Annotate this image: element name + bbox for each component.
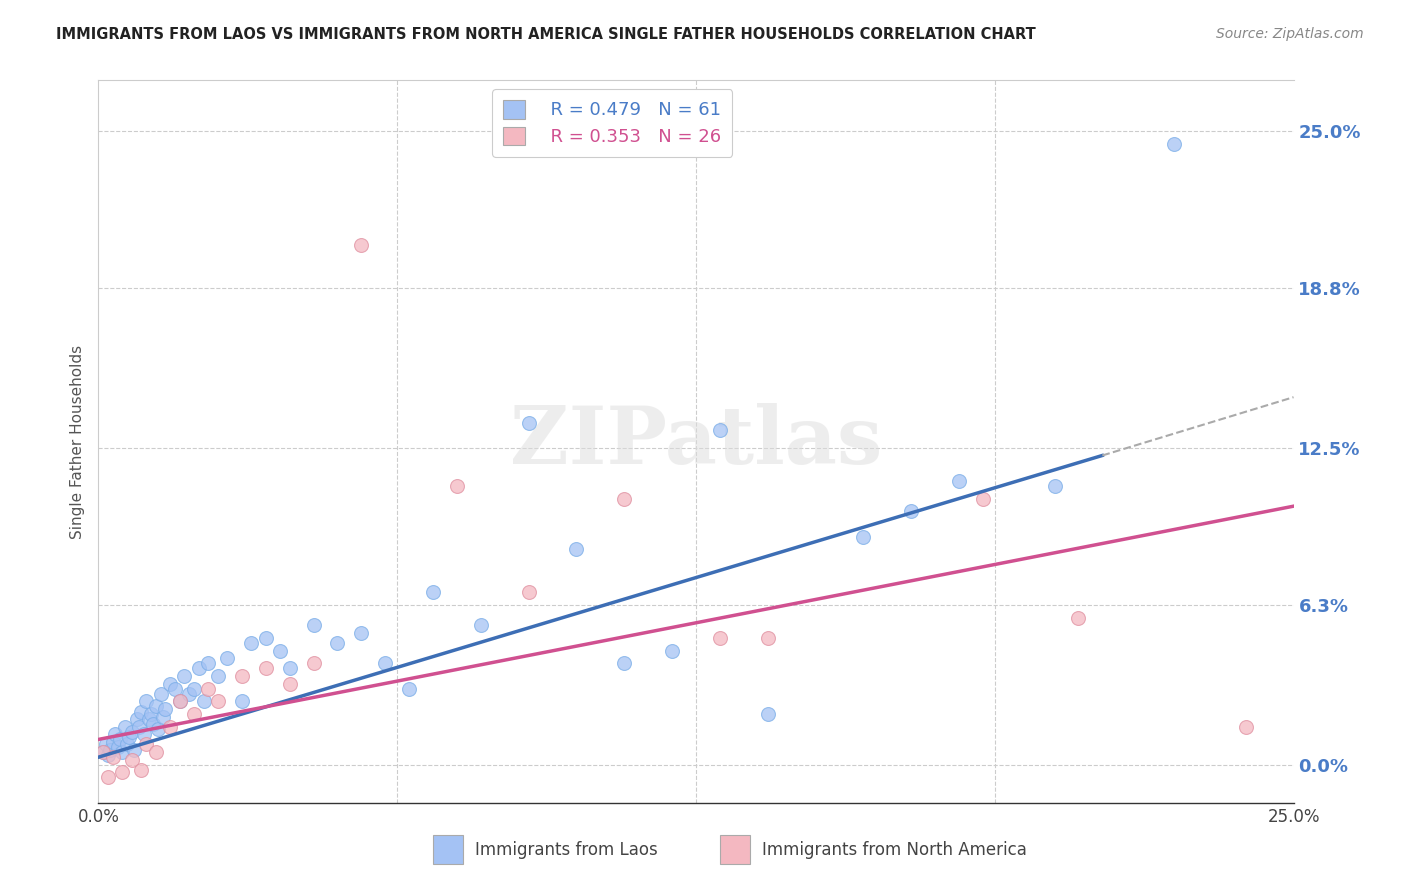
Point [231,694,253,708]
Point [115,738,138,752]
Point [852,530,875,544]
Point [709,423,731,437]
Point [94,738,117,752]
Point [207,669,229,683]
Point [131,705,153,719]
Point [197,681,219,696]
Point [131,763,153,777]
Point [613,491,636,506]
Point [948,474,970,488]
Point [128,720,150,734]
Point [149,687,172,701]
Point [101,735,124,749]
Point [398,681,420,696]
Point [159,676,181,690]
Point [187,661,209,675]
Point [124,742,146,756]
Point [97,771,120,785]
Point [517,416,540,430]
Point [159,720,181,734]
Legend:   R = 0.479   N = 61,   R = 0.353   N = 26: R = 0.479 N = 61, R = 0.353 N = 26 [492,89,733,157]
Point [169,694,191,708]
Point [107,739,129,754]
Point [709,631,731,645]
Point [121,724,143,739]
Point [193,694,215,708]
Point [118,730,141,744]
Point [148,723,170,737]
Point [114,720,136,734]
Point [91,745,114,759]
Point [207,694,229,708]
Point [900,504,922,518]
Point [422,585,444,599]
Point [138,712,160,726]
Point [145,745,167,759]
Point [1163,136,1185,151]
Point [108,732,131,747]
Text: Source: ZipAtlas.com: Source: ZipAtlas.com [1216,27,1364,41]
Point [565,542,588,557]
FancyBboxPatch shape [720,835,749,864]
Point [217,651,239,665]
Point [101,750,124,764]
Point [326,636,349,650]
Point [111,745,134,759]
Point [278,661,301,675]
Point [278,676,301,690]
Point [350,238,373,252]
Point [240,636,263,650]
Point [613,657,636,671]
Point [1067,611,1090,625]
Point [661,643,683,657]
Point [179,687,201,701]
Point [91,745,114,759]
Text: Immigrants from Laos: Immigrants from Laos [475,841,658,859]
Point [231,669,253,683]
Point [145,699,167,714]
Point [104,727,127,741]
Point [1234,720,1257,734]
Point [197,657,219,671]
Point [125,712,148,726]
Point [1043,479,1066,493]
Point [183,681,205,696]
Text: Immigrants from North America: Immigrants from North America [762,841,1026,859]
Text: ZIPatlas: ZIPatlas [510,402,882,481]
Point [139,707,162,722]
Y-axis label: Single Father Households: Single Father Households [70,344,86,539]
Point [446,479,468,493]
Point [972,491,994,506]
Point [111,765,134,780]
Point [254,631,277,645]
Point [756,707,779,722]
Point [142,717,165,731]
Point [350,626,373,640]
Point [374,657,396,671]
Point [254,661,277,675]
Point [302,618,325,632]
Point [98,742,122,756]
Point [302,657,325,671]
Point [517,585,540,599]
Point [152,709,174,723]
Point [169,694,191,708]
Point [183,707,205,722]
Point [173,669,195,683]
Text: IMMIGRANTS FROM LAOS VS IMMIGRANTS FROM NORTH AMERICA SINGLE FATHER HOUSEHOLDS C: IMMIGRANTS FROM LAOS VS IMMIGRANTS FROM … [56,27,1036,42]
Point [132,727,155,741]
Point [135,694,157,708]
Point [97,747,120,762]
Point [155,702,177,716]
Point [470,618,492,632]
Point [269,643,291,657]
Point [135,738,157,752]
Point [121,753,143,767]
FancyBboxPatch shape [433,835,463,864]
Point [756,631,779,645]
Point [163,681,186,696]
